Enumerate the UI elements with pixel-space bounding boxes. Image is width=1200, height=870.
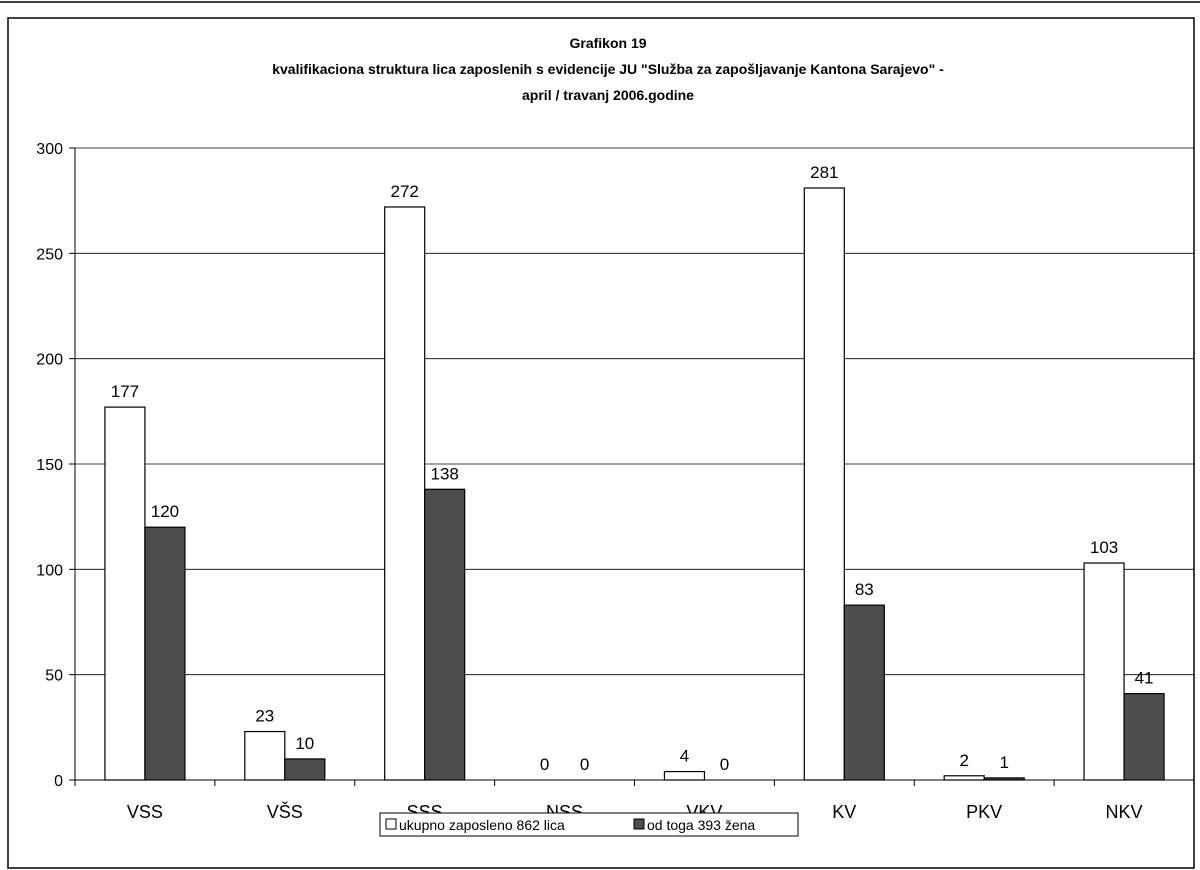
bars: [104, 187, 1165, 781]
y-tick-label: 100: [36, 562, 63, 579]
data-label-women: 0: [720, 755, 729, 774]
legend-swatch-total: [385, 818, 397, 830]
data-label-total: 0: [540, 755, 549, 774]
data-label-total: 23: [255, 707, 274, 726]
bar-women: [1123, 693, 1165, 781]
y-tick-label: 50: [45, 668, 63, 685]
legend-swatch-women: [633, 818, 645, 830]
bar-women: [424, 488, 466, 781]
y-tick-label: 250: [36, 246, 63, 263]
bar-women: [843, 604, 885, 781]
y-tick-label: 200: [36, 352, 63, 369]
bar-total: [943, 775, 985, 781]
bar-total: [384, 206, 426, 781]
data-label-women: 1: [999, 753, 1008, 772]
x-category-label: VŠS: [267, 801, 303, 822]
data-label-women: 0: [580, 755, 589, 774]
bar-total: [1083, 562, 1125, 781]
x-category-label: NKV: [1106, 802, 1143, 822]
legend-label-women: od toga 393 žena: [647, 817, 755, 833]
gridlines: [75, 147, 1194, 676]
data-label-total: 281: [810, 163, 838, 182]
y-tick-label: 0: [54, 773, 63, 790]
data-label-total: 2: [959, 751, 968, 770]
chart-frame: [7, 17, 1195, 869]
legend-label-total: ukupno zaposleno 862 lica: [399, 817, 565, 833]
x-category-label: PKV: [966, 802, 1002, 822]
data-label-women: 83: [855, 580, 874, 599]
data-label-total: 4: [680, 747, 689, 766]
bar-total: [803, 187, 845, 781]
x-category-label: VSS: [127, 802, 163, 822]
chart-title-line-1: Grafikon 19: [569, 35, 646, 51]
data-labels: 177 120 23 10 272 138 0 0 4 0 281 83 2 1 103 41: [111, 163, 1154, 774]
y-tick-label: 150: [36, 457, 63, 474]
data-label-total: 177: [111, 382, 139, 401]
bar-total: [663, 770, 706, 781]
chart-title-line-3: april / travanj 2006.godine: [522, 87, 694, 103]
bar-total: [104, 406, 146, 781]
axes: [69, 147, 1195, 786]
chart-title-line-2: kvalifikaciona struktura lica zaposlenih…: [272, 61, 944, 77]
legend: ukupno zaposleno 862 lica od toga 393 že…: [379, 812, 799, 837]
data-label-women: 10: [295, 734, 314, 753]
legend-box: [379, 812, 799, 837]
data-label-total: 272: [391, 182, 419, 201]
bar-women: [284, 758, 326, 781]
y-tick-label: 300: [36, 141, 63, 158]
x-category-label: KV: [832, 802, 856, 822]
bar-total: [244, 730, 286, 781]
data-label-women: 120: [151, 502, 179, 521]
data-label-total: 103: [1090, 538, 1118, 557]
bar-women: [144, 526, 186, 781]
data-label-women: 41: [1135, 669, 1154, 688]
y-axis-tick-labels: 0 50 100 150 200 250 300: [36, 141, 63, 790]
data-label-women: 138: [431, 464, 459, 483]
